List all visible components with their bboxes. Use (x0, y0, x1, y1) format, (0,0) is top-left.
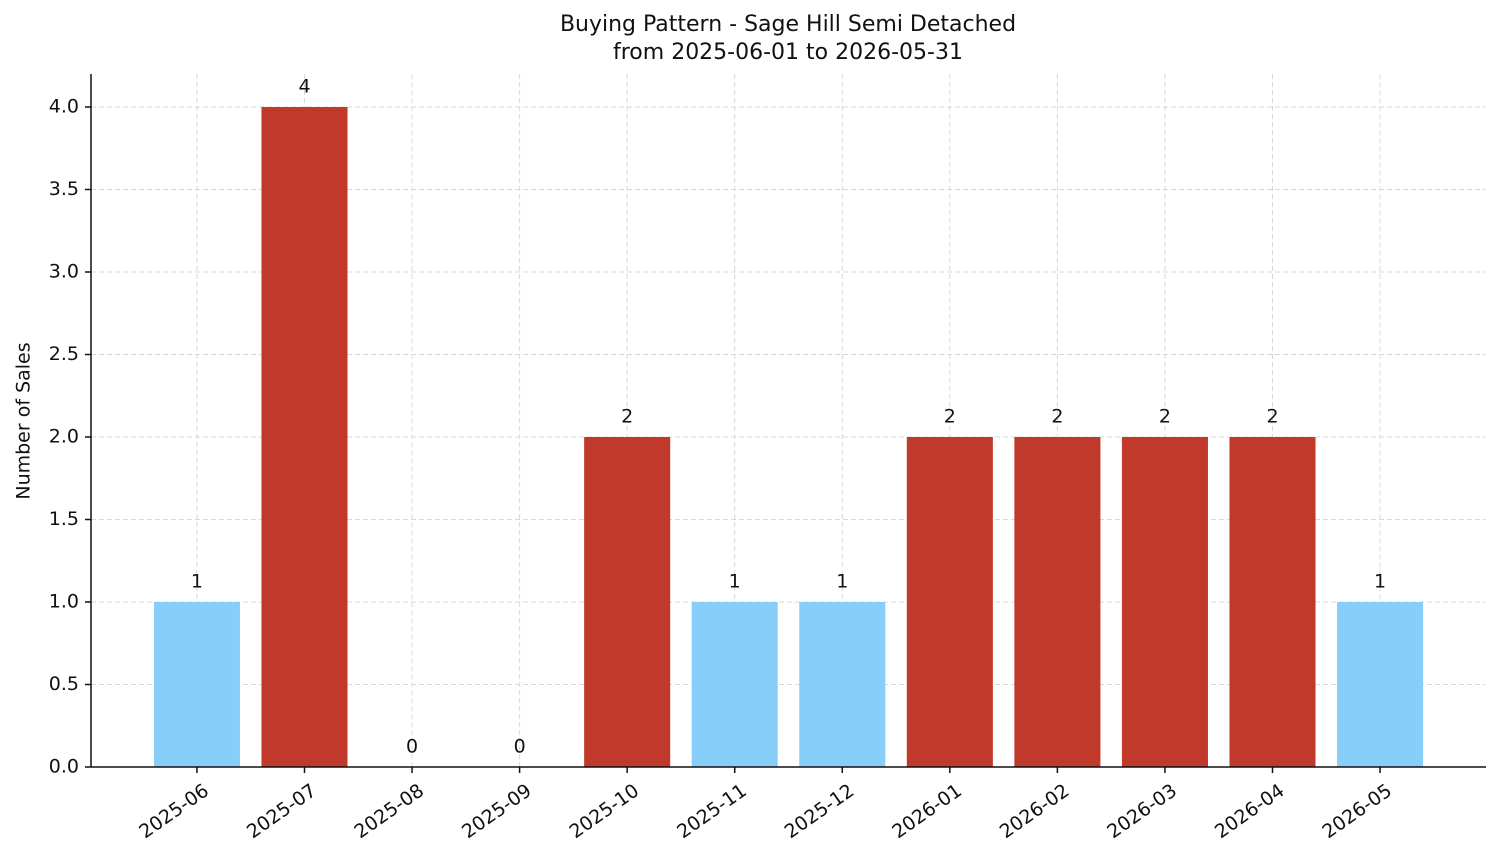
bar (1229, 437, 1316, 767)
x-tick-label: 2026-03 (1103, 780, 1181, 844)
bar (261, 107, 348, 767)
value-label: 1 (1374, 571, 1386, 593)
y-tick-label: 3.5 (49, 178, 79, 200)
y-tick-label: 3.0 (49, 261, 79, 283)
bar (153, 602, 240, 767)
x-tick-label: 2026-04 (1211, 780, 1289, 844)
value-label: 2 (1159, 406, 1171, 428)
x-tick-label: 2026-05 (1318, 780, 1396, 844)
value-label: 0 (406, 736, 418, 758)
bar (1337, 602, 1424, 767)
value-label: 1 (836, 571, 848, 593)
y-tick-label: 4.0 (49, 96, 79, 118)
y-tick-label: 0.5 (49, 673, 79, 695)
x-tick-label: 2025-08 (350, 780, 428, 844)
chart-subtitle: from 2025-06-01 to 2026-05-31 (613, 40, 963, 65)
chart-title: Buying Pattern - Sage Hill Semi Detached (560, 12, 1016, 37)
x-tick-label: 2025-11 (673, 780, 751, 844)
bar (799, 602, 886, 767)
y-tick-label: 0.0 (49, 756, 79, 778)
value-label: 2 (1266, 406, 1278, 428)
y-axis-label: Number of Sales (13, 342, 35, 499)
x-tick-label: 2025-12 (781, 780, 859, 844)
x-tick-label: 2025-10 (566, 780, 644, 844)
y-tick-label: 1.0 (49, 591, 79, 613)
value-label: 1 (191, 571, 203, 593)
value-label: 2 (1051, 406, 1063, 428)
value-label: 1 (729, 571, 741, 593)
y-tick-label: 1.5 (49, 508, 79, 530)
bar (584, 437, 671, 767)
y-tick-label: 2.5 (49, 343, 79, 365)
bar (1121, 437, 1208, 767)
bar (691, 602, 778, 767)
y-tick-label: 2.0 (49, 426, 79, 448)
bar (1014, 437, 1101, 767)
value-label: 0 (514, 736, 526, 758)
value-label: 2 (621, 406, 633, 428)
x-tick-label: 2026-01 (888, 780, 966, 844)
x-tick-label: 2025-09 (458, 780, 536, 844)
value-label: 4 (298, 76, 310, 98)
value-label: 2 (944, 406, 956, 428)
bar (906, 437, 993, 767)
x-tick-label: 2025-07 (243, 780, 321, 844)
x-tick-label: 2026-02 (996, 780, 1074, 844)
x-tick-label: 2025-06 (135, 780, 213, 844)
